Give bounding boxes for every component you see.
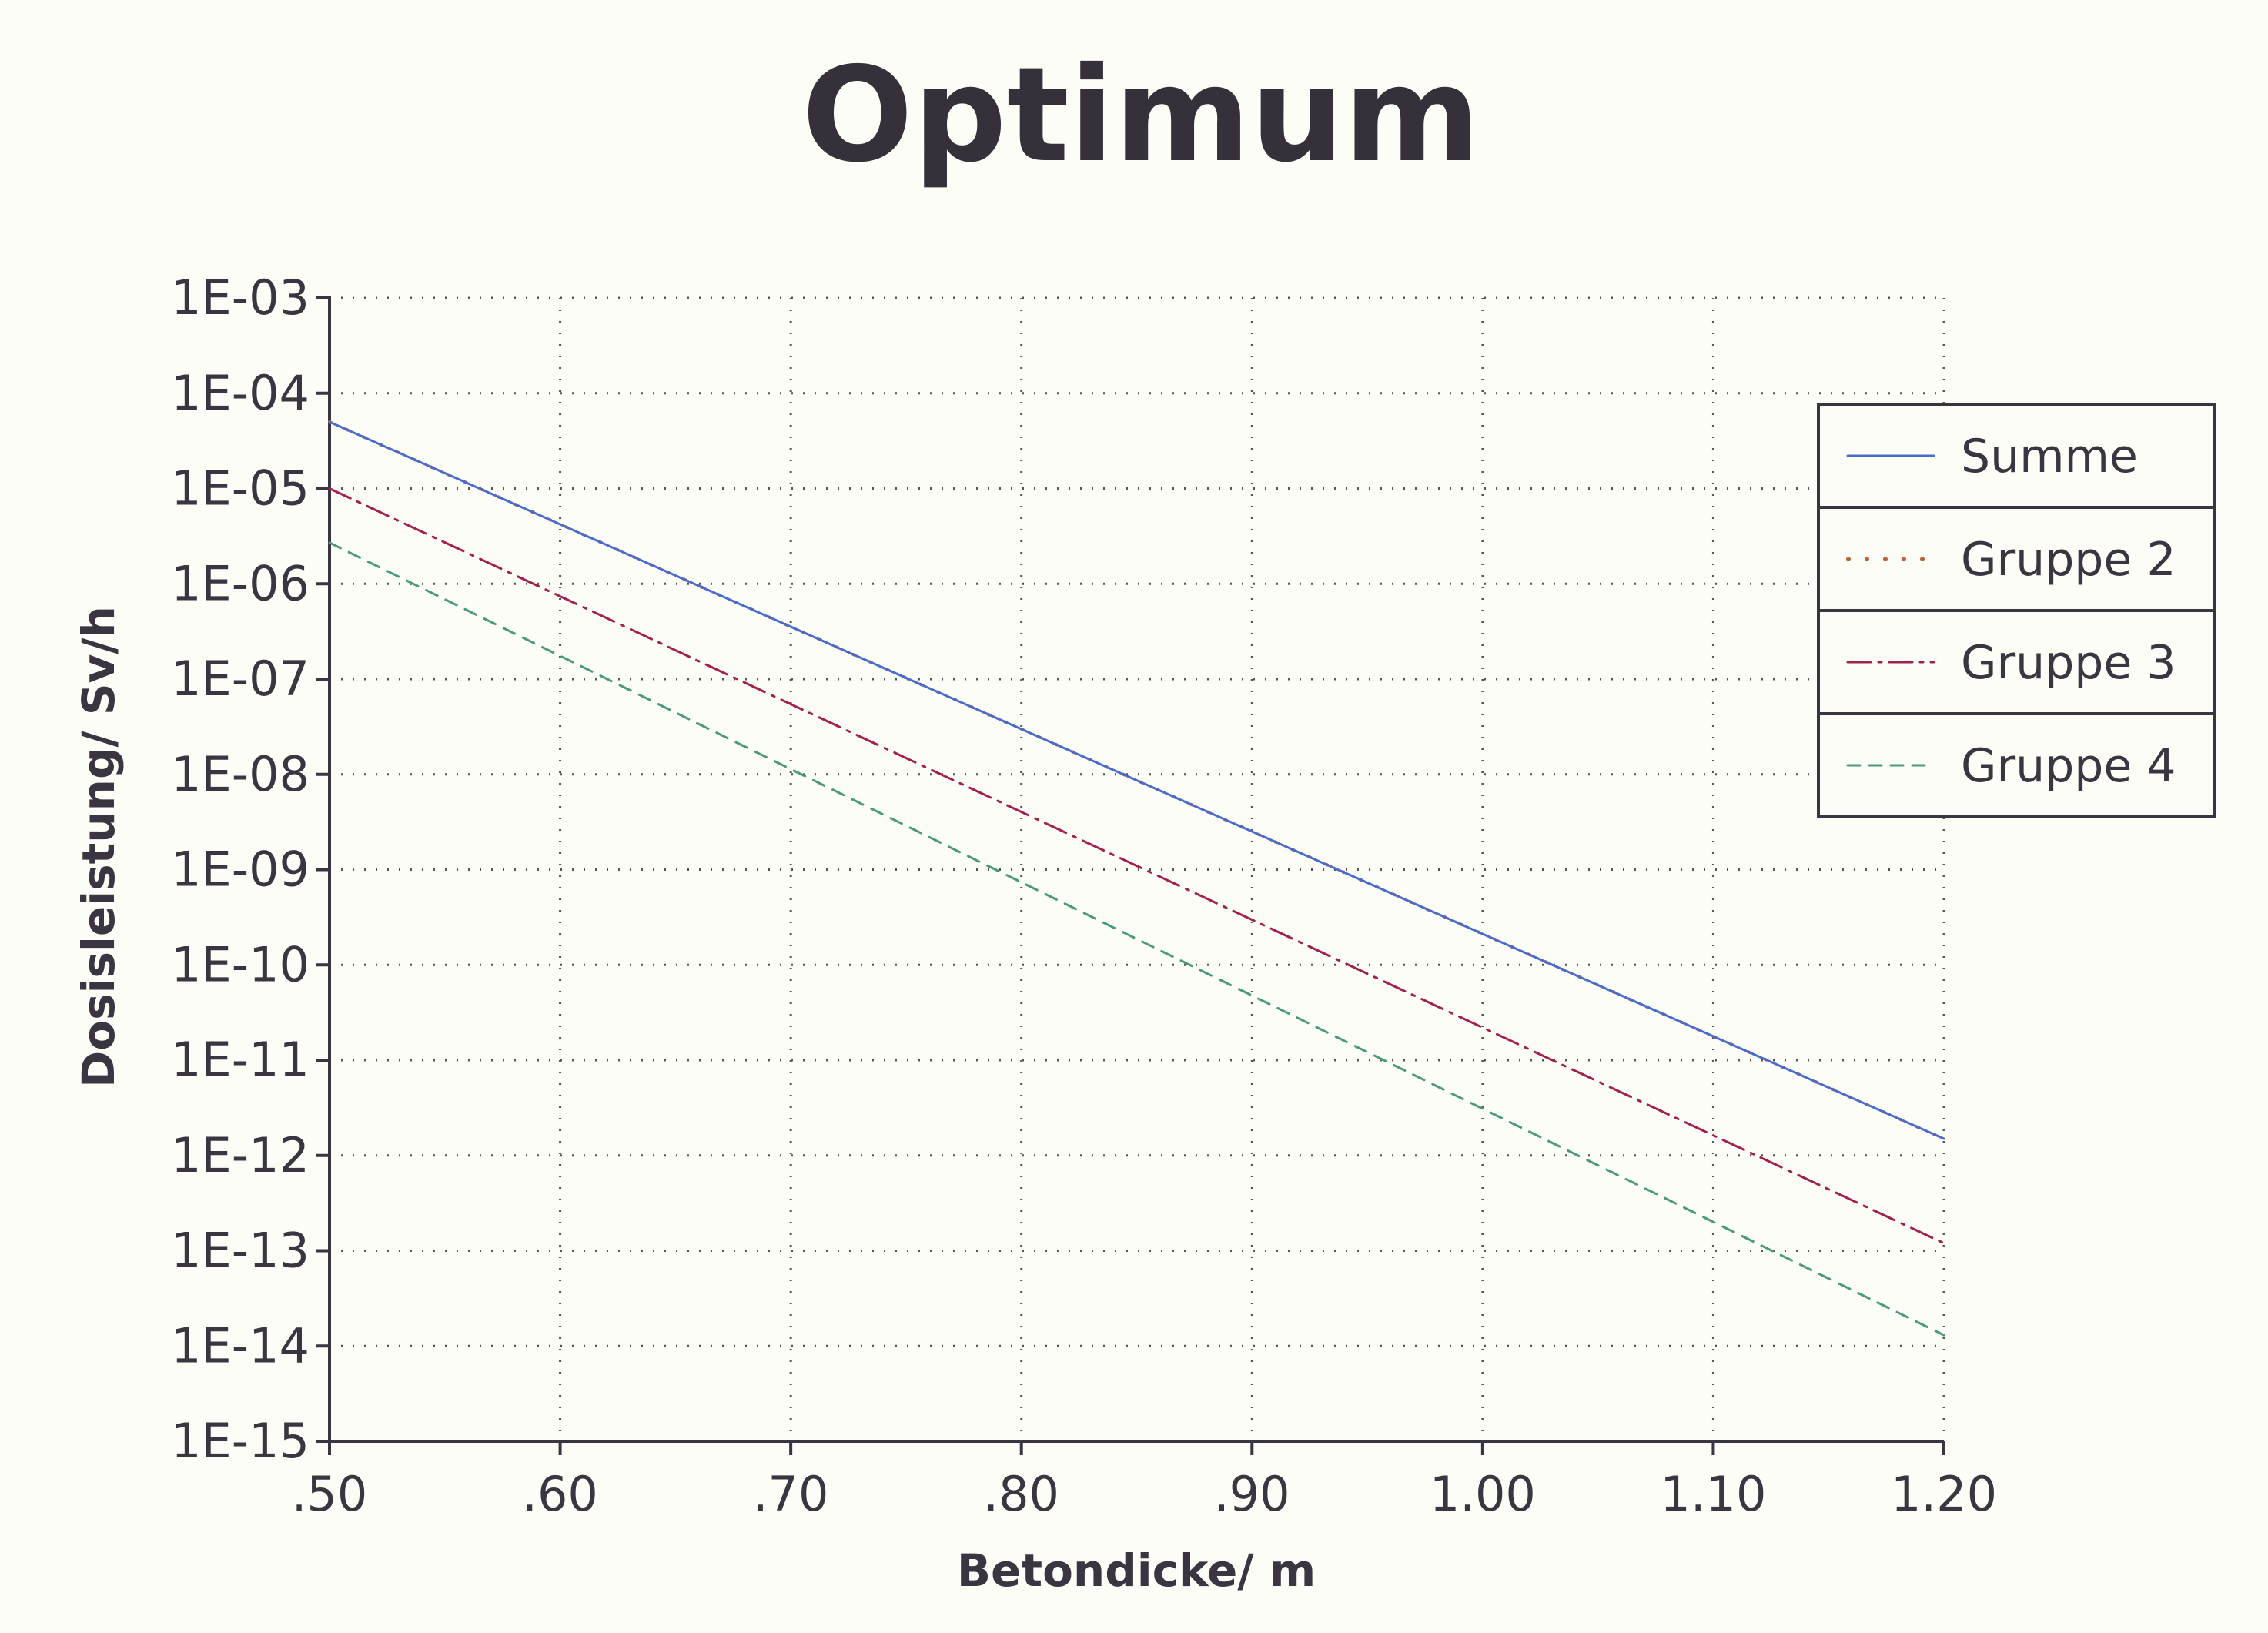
series-line-gruppe-3: [328, 487, 1945, 1245]
y-tick-label: 1E-06: [171, 555, 309, 611]
x-tick-label: .50: [292, 1466, 368, 1522]
legend-label: Gruppe 4: [1961, 739, 2176, 793]
x-tick-label: .90: [1214, 1466, 1290, 1522]
y-tick-label: 1E-09: [171, 842, 309, 898]
x-tick-label: .70: [753, 1466, 829, 1522]
series-line-gruppe-4: [328, 541, 1945, 1337]
x-tick-label: 1.20: [1891, 1466, 1997, 1522]
y-tick-label: 1E-13: [171, 1223, 309, 1279]
y-tick-label: 1E-10: [171, 936, 309, 992]
legend: Summe Gruppe 2 Gruppe 3 Gruppe 4: [1817, 403, 2216, 818]
y-tick-label: 1E-08: [171, 746, 309, 802]
y-tick-label: 1E-04: [171, 365, 309, 421]
legend-label: Gruppe 2: [1961, 533, 2176, 587]
x-tick-label: 1.10: [1660, 1466, 1766, 1522]
x-axis-label: Betondicke/ m: [957, 1544, 1316, 1597]
legend-row: [1817, 712, 2216, 818]
series-line-summe: [328, 420, 1945, 1140]
legend-label: Gruppe 3: [1961, 636, 2176, 690]
x-tick-label: 1.00: [1430, 1466, 1536, 1522]
y-tick-label: 1E-03: [171, 269, 309, 326]
y-tick-label: 1E-15: [171, 1413, 309, 1469]
grid: [329, 296, 1945, 1441]
y-ticks: 1E-03 1E-04 1E-05 1E-06 1E-07 1E-08 1E-09 1E-10…: [171, 269, 329, 1469]
axes: [328, 296, 1944, 1443]
y-tick-label: 1E-11: [171, 1032, 309, 1088]
legend-label: Summe: [1961, 430, 2138, 484]
x-tick-label: .80: [983, 1466, 1059, 1522]
x-tick-label: .60: [522, 1466, 598, 1522]
y-tick-label: 1E-07: [171, 651, 309, 707]
chart-title: Optimum: [801, 39, 1480, 192]
y-axis-label: Dosisleistung/ Sv/h: [72, 606, 125, 1088]
y-tick-label: 1E-05: [171, 460, 309, 517]
x-ticks: .50 .60 .70 .80 .90 1.00 1.10 1.20: [292, 1441, 1997, 1522]
y-tick-label: 1E-14: [171, 1317, 309, 1374]
series-layer: [328, 420, 1945, 1337]
y-tick-label: 1E-12: [171, 1127, 309, 1183]
legend-row: [1817, 609, 2216, 715]
